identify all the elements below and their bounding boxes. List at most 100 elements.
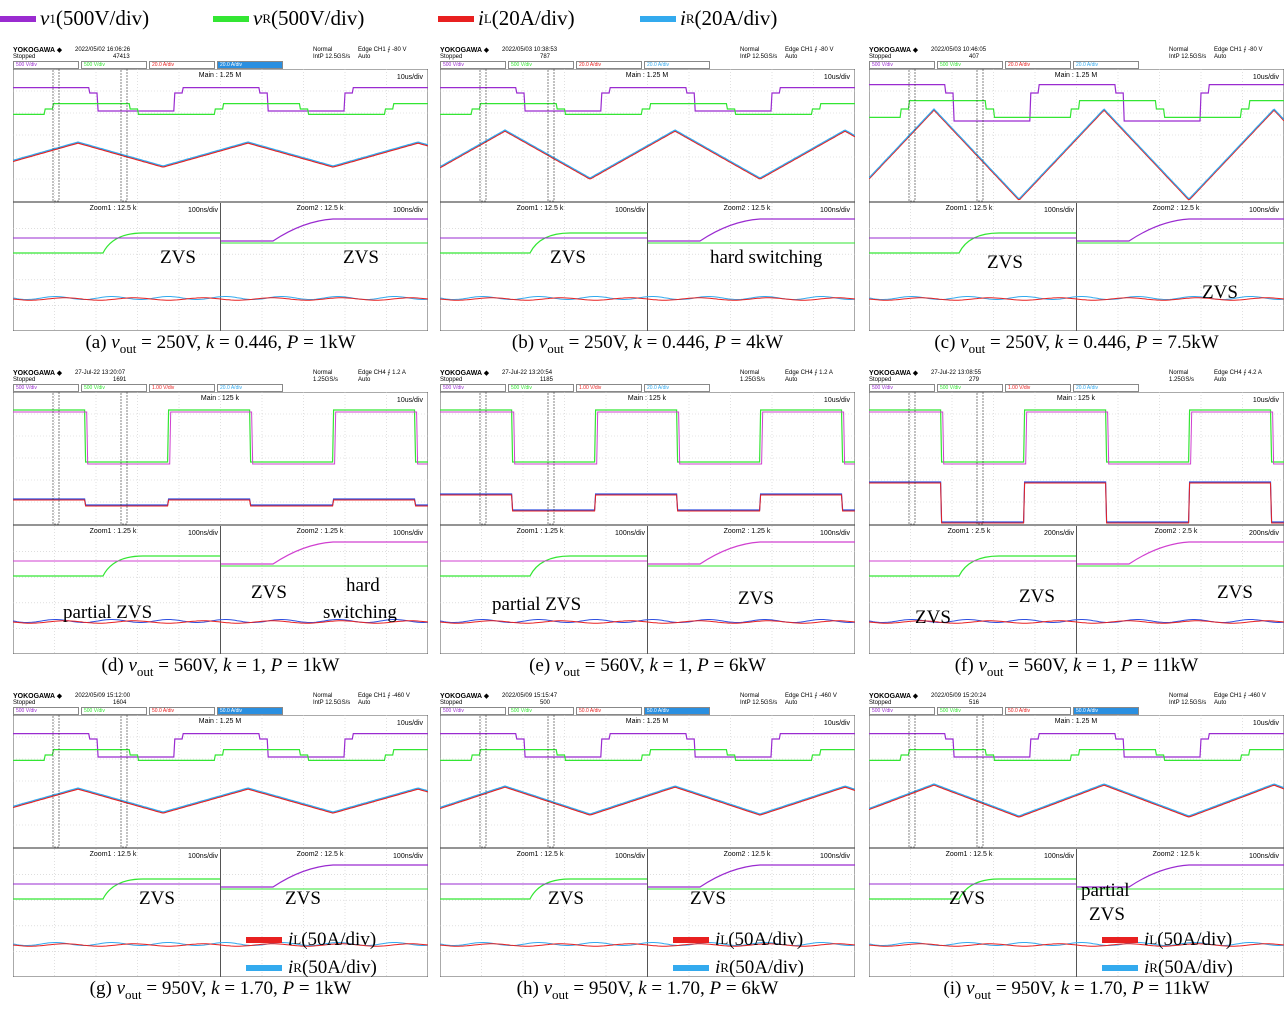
- sub-legend-scale: (50A/div): [728, 957, 804, 978]
- caption-p-value: 1kW: [318, 332, 356, 353]
- zoom2-timediv: 100ns/div: [393, 853, 423, 860]
- scope-brand: YOKOGAWA ◆: [13, 47, 63, 54]
- legend-subscript: R: [262, 10, 271, 26]
- trace-vr: [440, 103, 855, 115]
- sub-legend-subscript: L: [293, 932, 302, 947]
- scope-date: 27-Jul-22 13:20:07: [75, 370, 126, 376]
- annotation-label: ZVS: [915, 607, 951, 628]
- sub-legend-swatch: [246, 937, 282, 943]
- scope-count: 516: [969, 700, 980, 706]
- scope-brand: YOKOGAWA ◆: [13, 693, 63, 700]
- scope-rate: IntP 12.5GS/s: [313, 700, 351, 706]
- scope-panel-e: YOKOGAWA ◆ 27-Jul-22 13:20:54 Stopped 1185 N…: [440, 370, 855, 679]
- channel-scale-3: 1.00 V/div: [1005, 384, 1071, 392]
- scope-header: YOKOGAWA ◆ 2022/05/03 10:38:53 Stopped 787 N…: [440, 47, 855, 69]
- zoom-window: [52, 392, 60, 525]
- caption-vout-value: 950V: [1011, 978, 1052, 999]
- scope-header: YOKOGAWA ◆ 27-Jul-22 13:20:54 Stopped 1185 N…: [440, 370, 855, 392]
- sub-legend-subscript: R: [293, 960, 302, 975]
- zoom1-timediv: 100ns/div: [188, 207, 218, 214]
- caption-p-symbol: P: [709, 978, 722, 999]
- scope-date: 2022/05/09 15:20:24: [931, 693, 987, 699]
- scope-trigger: Edge CH1 ⨍ -460 V: [1214, 693, 1266, 699]
- channel-scale-2: 500 V/div: [937, 384, 1003, 392]
- legend-swatch-vr: [213, 15, 249, 22]
- zoom-window: [120, 392, 128, 525]
- annotation-label: ZVS: [548, 888, 584, 909]
- trace-vr: [869, 409, 1284, 463]
- scope-date: 27-Jul-22 13:08:55: [931, 370, 982, 376]
- annotation-label: partial: [1081, 880, 1130, 901]
- caption-k-value: 1: [678, 655, 688, 676]
- trace-ir: [869, 108, 1284, 200]
- annotation-label: hard: [346, 575, 380, 596]
- zoom2-timediv: 100ns/div: [820, 530, 850, 537]
- scope-count: 1691: [113, 377, 127, 383]
- caption-vout-value: 560V: [1023, 655, 1064, 676]
- legend-symbol: i: [478, 6, 484, 30]
- panel-caption: (d) vout = 560V, k = 1, P = 1kW: [101, 655, 340, 679]
- scope-mode: Normal: [313, 370, 333, 376]
- scope-count: 787: [540, 54, 551, 60]
- zoom1-timediv: 100ns/div: [615, 530, 645, 537]
- zoom-window: [908, 392, 916, 525]
- scope-trigger: Edge CH1 ⨍ -80 V: [358, 47, 407, 53]
- channel-scale-3: 20.0 A/div: [1005, 61, 1071, 69]
- scope-rate: 1.25GS/s: [1169, 377, 1195, 383]
- annotation-label: hard switching: [710, 247, 823, 268]
- channel-scale-1: 500 V/div: [13, 707, 79, 715]
- caption-vout-value: 950V: [588, 978, 629, 999]
- zoom2-label: Zoom2 : 1.25 k: [297, 528, 344, 535]
- zoom-trace-il: [440, 620, 855, 624]
- zoom1-label: Zoom1 : 12.5 k: [90, 851, 137, 858]
- channel-bar: 500 V/div 500 V/div 20.0 A/div 20.0 A/div: [440, 61, 855, 69]
- caption-vout-symbol: v: [960, 332, 969, 353]
- panel-caption: (a) vout = 250V, k = 0.446, P = 1kW: [85, 332, 356, 356]
- zoom1-label: Zoom1 : 1.25 k: [90, 528, 137, 535]
- caption-vout-subscript: out: [552, 986, 569, 1002]
- zoom1-label: Zoom1 : 1.25 k: [517, 528, 564, 535]
- trace-il: [440, 130, 855, 180]
- scope-header: YOKOGAWA ◆ 2022/05/09 15:12:00 Stopped 1604…: [13, 693, 428, 715]
- scope-brand: YOKOGAWA ◆: [440, 693, 490, 700]
- caption-k-value: 1.70: [666, 978, 701, 999]
- channel-scale-4: 50.0 A/div: [1073, 707, 1139, 715]
- annotation-label: ZVS: [949, 888, 985, 909]
- scope-screen: Main : 1.25 M 10us/div Zoom1 : 12.5 k Zoom2…: [440, 715, 855, 977]
- zoom1-timediv: 100ns/div: [615, 853, 645, 860]
- zoom-trace-il: [869, 620, 1284, 624]
- caption-k-symbol: k: [1060, 978, 1070, 999]
- channel-scale-1: 500 V/div: [869, 707, 935, 715]
- channel-scale-1: 500 V/div: [869, 61, 935, 69]
- annotation-label: partial ZVS: [63, 602, 153, 623]
- trace-il: [13, 142, 428, 168]
- scope-header: YOKOGAWA ◆ 2022/05/09 15:15:47 Stopped 500 N…: [440, 693, 855, 715]
- sub-legend-symbol: i: [715, 929, 721, 950]
- sub-legend-swatch: [246, 965, 282, 971]
- legend-swatch-ir: [640, 15, 676, 22]
- caption-label: (g): [89, 978, 117, 999]
- channel-scale-1: 500 V/div: [440, 384, 506, 392]
- caption-label: (h): [516, 978, 544, 999]
- zoom2-timediv: 100ns/div: [393, 207, 423, 214]
- sub-legend-scale: (50A/div): [1157, 929, 1233, 950]
- top-timediv: 10us/div: [397, 720, 424, 727]
- channel-scale-4: 20.0 A/div: [217, 384, 283, 392]
- scope-brand: YOKOGAWA ◆: [440, 47, 490, 54]
- legend-symbol: i: [680, 6, 686, 30]
- scope-panel-g: YOKOGAWA ◆ 2022/05/09 15:12:00 Stopped 1604…: [13, 693, 428, 1002]
- caption-vout-symbol: v: [128, 655, 137, 676]
- trace-vr: [13, 749, 428, 761]
- sub-legend-swatch: [673, 937, 709, 943]
- sub-legend-symbol: i: [715, 957, 721, 978]
- scope-count: 1604: [113, 700, 127, 706]
- caption-vout-subscript: out: [119, 340, 137, 356]
- zoom-window: [479, 715, 487, 848]
- scope-screen: Main : 125 k 10us/div Zoom1 : 2.5 k Zoom2 :…: [869, 392, 1284, 654]
- panel-caption: (b) vout = 250V, k = 0.446, P = 4kW: [511, 332, 784, 356]
- scope-brand: YOKOGAWA ◆: [869, 693, 919, 700]
- sub-legend-symbol: i: [1144, 957, 1150, 978]
- sub-legend-symbol: i: [288, 957, 294, 978]
- caption-vout-value: 250V: [584, 332, 624, 353]
